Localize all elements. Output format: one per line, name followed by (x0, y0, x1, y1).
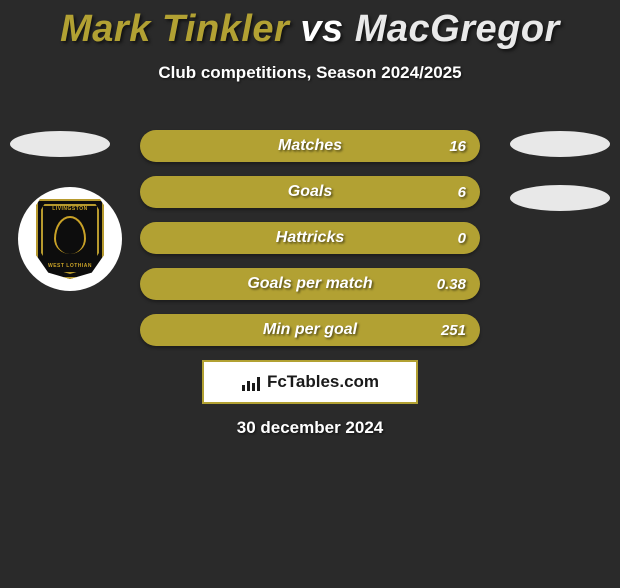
player2-avatar-placeholder-2 (510, 185, 610, 211)
player1-avatar-placeholder (10, 131, 110, 157)
stat-row-mpg: Min per goal 251 (140, 314, 480, 346)
shield-bottom-text: WEST LOTHIAN (48, 263, 92, 269)
stat-row-hattricks: Hattricks 0 (140, 222, 480, 254)
brand-text: FcTables.com (267, 372, 379, 392)
player1-name: Mark Tinkler (60, 8, 289, 50)
stat-row-gpm: Goals per match 0.38 (140, 268, 480, 300)
shield-top-text: LIVINGSTON (52, 206, 87, 212)
horseshoe-icon (54, 216, 86, 254)
stat-value: 16 (449, 138, 466, 155)
player2-avatar-placeholder-1 (510, 131, 610, 157)
stat-value: 0.38 (437, 276, 466, 293)
stat-label: Hattricks (276, 229, 344, 247)
stat-label: Goals per match (247, 275, 372, 293)
stat-row-goals: Goals 6 (140, 176, 480, 208)
stat-value: 0 (458, 230, 466, 247)
stat-label: Goals (288, 183, 332, 201)
player2-name: MacGregor (355, 8, 560, 50)
stat-value: 251 (441, 322, 466, 339)
stats-container: Matches 16 Goals 6 Hattricks 0 Goals per… (140, 130, 480, 360)
stat-label: Matches (278, 137, 342, 155)
subtitle: Club competitions, Season 2024/2025 (0, 63, 620, 83)
vs-text: vs (300, 8, 343, 50)
stat-label: Min per goal (263, 321, 357, 339)
stat-row-matches: Matches 16 (140, 130, 480, 162)
shield-icon: LIVINGSTON WEST LOTHIAN (36, 199, 104, 279)
chart-icon (241, 373, 263, 391)
stat-value: 6 (458, 184, 466, 201)
brand-box: FcTables.com (202, 360, 418, 404)
comparison-title: Mark Tinkler vs MacGregor (0, 8, 620, 51)
club-badge: LIVINGSTON WEST LOTHIAN (18, 187, 122, 291)
date-text: 30 december 2024 (237, 418, 384, 438)
